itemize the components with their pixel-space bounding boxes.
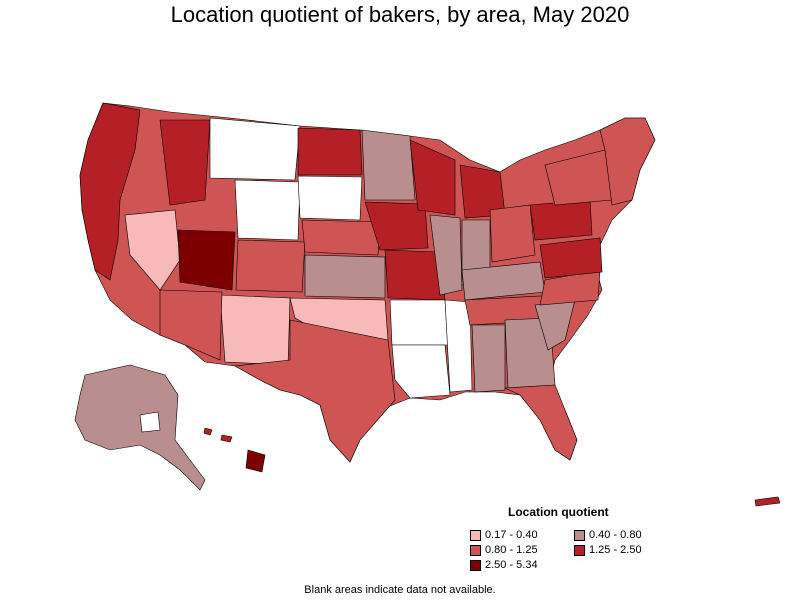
legend-item-2-50-5-34: 2.50 - 5.34 xyxy=(470,559,538,571)
region-south-dakota xyxy=(297,175,363,221)
region-wyoming xyxy=(234,179,301,241)
legend-swatch xyxy=(574,529,585,541)
region-utah xyxy=(177,229,236,291)
legend-item-0-40-0-80: 0.40 - 0.80 xyxy=(574,529,642,541)
region-virginia xyxy=(539,237,603,279)
region-louisiana xyxy=(391,344,451,399)
region-ohio xyxy=(489,204,536,263)
legend-swatch xyxy=(470,529,481,541)
legend-swatch xyxy=(574,544,585,556)
region-colorado xyxy=(235,239,306,293)
footnote: Blank areas indicate data not available. xyxy=(304,584,496,596)
region-north-dakota xyxy=(297,127,363,176)
hawaii-region xyxy=(203,427,266,473)
region-west-coast xyxy=(79,102,141,281)
region-nebraska xyxy=(301,219,381,256)
region-kansas xyxy=(304,254,386,299)
puerto-rico-region xyxy=(754,496,781,507)
alaska-region xyxy=(74,364,206,491)
legend-label: 2.50 - 5.34 xyxy=(485,559,538,571)
region-alabama xyxy=(471,324,506,393)
region-pennsylvania xyxy=(529,199,593,241)
region-montana xyxy=(209,117,301,181)
legend-swatch xyxy=(470,544,481,556)
legend-swatch xyxy=(470,559,481,571)
legend-label: 0.17 - 0.40 xyxy=(485,529,538,541)
region-florida xyxy=(504,384,578,461)
region-minnesota xyxy=(361,129,416,201)
region-wisconsin xyxy=(409,139,456,216)
region-nevada xyxy=(124,209,181,291)
legend-item-0-80-1-25: 0.80 - 1.25 xyxy=(470,544,538,556)
region-illinois xyxy=(429,214,463,296)
region-mississippi xyxy=(444,299,473,393)
region-texas xyxy=(234,319,396,463)
legend-item-1-25-2-50: 1.25 - 2.50 xyxy=(574,544,642,556)
region-idaho xyxy=(159,119,211,206)
legend-label: 1.25 - 2.50 xyxy=(589,544,642,556)
map-title: Location quotient of bakers, by area, Ma… xyxy=(170,2,630,27)
legend-title: Location quotient xyxy=(508,505,609,519)
legend-label: 0.80 - 1.25 xyxy=(485,544,538,556)
legend-item-0-17-0-40: 0.17 - 0.40 xyxy=(470,529,538,541)
region-new-mexico xyxy=(219,294,291,366)
region-new-england xyxy=(599,117,656,206)
legend-label: 0.40 - 0.80 xyxy=(589,529,642,541)
region-arkansas xyxy=(389,299,449,346)
region-arizona xyxy=(159,289,223,361)
region-iowa xyxy=(364,201,429,251)
